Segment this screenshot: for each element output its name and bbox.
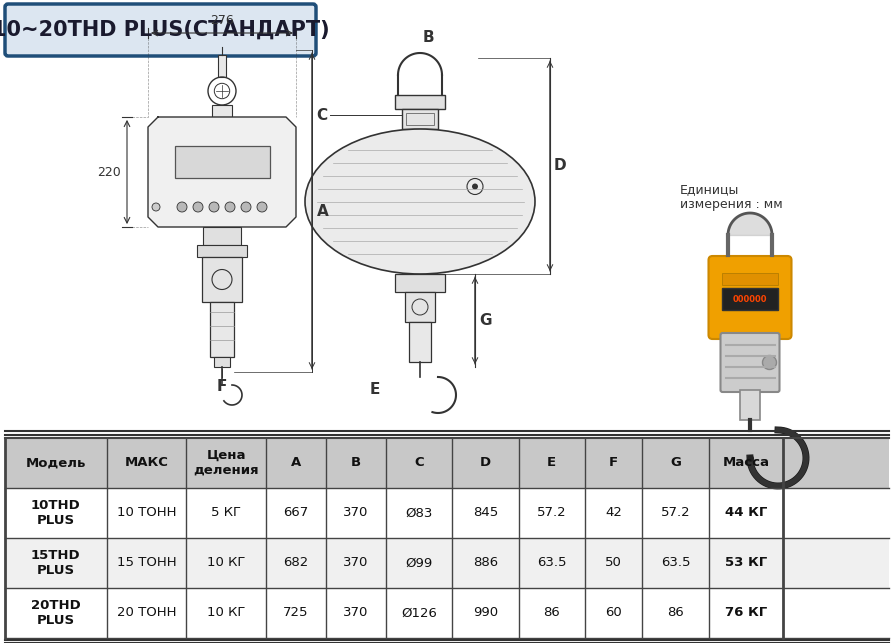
Text: 276: 276	[210, 14, 234, 27]
Text: 15THD
PLUS: 15THD PLUS	[31, 549, 80, 577]
Text: 44 КГ: 44 КГ	[725, 507, 767, 520]
Text: Ø99: Ø99	[406, 556, 433, 570]
Circle shape	[257, 202, 267, 212]
Text: F: F	[217, 379, 227, 394]
Bar	[5, 538, 889, 588]
Text: 10~20THD PLUS(СТАНДАРТ): 10~20THD PLUS(СТАНДАРТ)	[0, 20, 329, 40]
Bar	[210, 302, 234, 357]
Text: Модель: Модель	[26, 457, 86, 469]
Text: Цена
деления: Цена деления	[193, 449, 258, 477]
Text: МАКС: МАКС	[124, 457, 168, 469]
Text: 53 КГ: 53 КГ	[725, 556, 767, 570]
Text: B: B	[423, 30, 434, 45]
Bar	[740, 390, 760, 420]
Circle shape	[763, 356, 777, 370]
Bar	[197, 245, 247, 257]
Circle shape	[472, 183, 478, 190]
Text: 63.5: 63.5	[537, 556, 567, 570]
Text: F: F	[609, 457, 618, 469]
Text: 370: 370	[343, 507, 368, 520]
Bar	[5, 488, 889, 538]
Bar	[212, 105, 232, 117]
Bar	[218, 55, 226, 77]
Text: A: A	[291, 457, 301, 469]
Text: Масса: Масса	[722, 457, 770, 469]
Text: 10 КГ: 10 КГ	[207, 606, 245, 619]
Text: 682: 682	[283, 556, 308, 570]
Text: 15 ТОНН: 15 ТОНН	[116, 556, 176, 570]
Text: 10 ТОНН: 10 ТОНН	[117, 507, 176, 520]
Text: 725: 725	[283, 606, 308, 619]
Text: 370: 370	[343, 556, 368, 570]
Bar	[405, 292, 435, 322]
Ellipse shape	[305, 129, 535, 274]
Text: 990: 990	[473, 606, 498, 619]
Bar	[409, 322, 431, 362]
Bar	[5, 438, 889, 488]
Text: 667: 667	[283, 507, 308, 520]
Circle shape	[241, 202, 251, 212]
FancyBboxPatch shape	[709, 256, 791, 339]
Circle shape	[152, 203, 160, 211]
Bar	[402, 109, 438, 129]
Text: G: G	[479, 313, 492, 328]
Text: 000000: 000000	[733, 294, 767, 303]
FancyBboxPatch shape	[5, 4, 316, 56]
Text: E: E	[370, 382, 380, 397]
Text: G: G	[670, 457, 681, 469]
Bar	[5, 588, 889, 638]
Text: 220: 220	[97, 165, 121, 179]
Text: 86: 86	[667, 606, 684, 619]
Text: 20 ТОНН: 20 ТОНН	[117, 606, 176, 619]
Bar	[174, 145, 269, 177]
Text: 86: 86	[544, 606, 561, 619]
Circle shape	[209, 202, 219, 212]
Text: 57.2: 57.2	[661, 507, 690, 520]
Bar	[214, 357, 230, 367]
Bar	[203, 227, 241, 245]
Text: B: B	[350, 457, 361, 469]
Circle shape	[225, 202, 235, 212]
Text: 370: 370	[343, 606, 368, 619]
Text: 10THD
PLUS: 10THD PLUS	[31, 499, 80, 527]
Text: 845: 845	[473, 507, 498, 520]
Bar	[395, 95, 445, 109]
Text: 63.5: 63.5	[661, 556, 690, 570]
Text: 60: 60	[605, 606, 622, 619]
Text: Ø83: Ø83	[406, 507, 433, 520]
Text: D: D	[480, 457, 491, 469]
Text: 20THD
PLUS: 20THD PLUS	[31, 599, 80, 627]
Circle shape	[193, 202, 203, 212]
Text: A: A	[317, 203, 329, 219]
Text: E: E	[547, 457, 556, 469]
Text: Единицы
измерения : мм: Единицы измерения : мм	[680, 183, 783, 211]
Bar	[722, 288, 778, 310]
Bar	[395, 274, 445, 292]
Text: D: D	[554, 159, 567, 174]
Text: C: C	[414, 457, 424, 469]
Text: 10 КГ: 10 КГ	[207, 556, 245, 570]
Text: 57.2: 57.2	[537, 507, 567, 520]
Text: 886: 886	[473, 556, 498, 570]
Text: 76 КГ: 76 КГ	[725, 606, 767, 619]
Text: 42: 42	[605, 507, 622, 520]
Text: Ø126: Ø126	[401, 606, 437, 619]
Bar	[722, 273, 778, 285]
Bar	[202, 257, 242, 302]
Polygon shape	[148, 117, 296, 227]
FancyBboxPatch shape	[721, 333, 780, 392]
Text: C: C	[316, 107, 327, 123]
Circle shape	[177, 202, 187, 212]
Bar	[406, 113, 434, 125]
Text: 5 КГ: 5 КГ	[211, 507, 241, 520]
Text: 50: 50	[605, 556, 622, 570]
